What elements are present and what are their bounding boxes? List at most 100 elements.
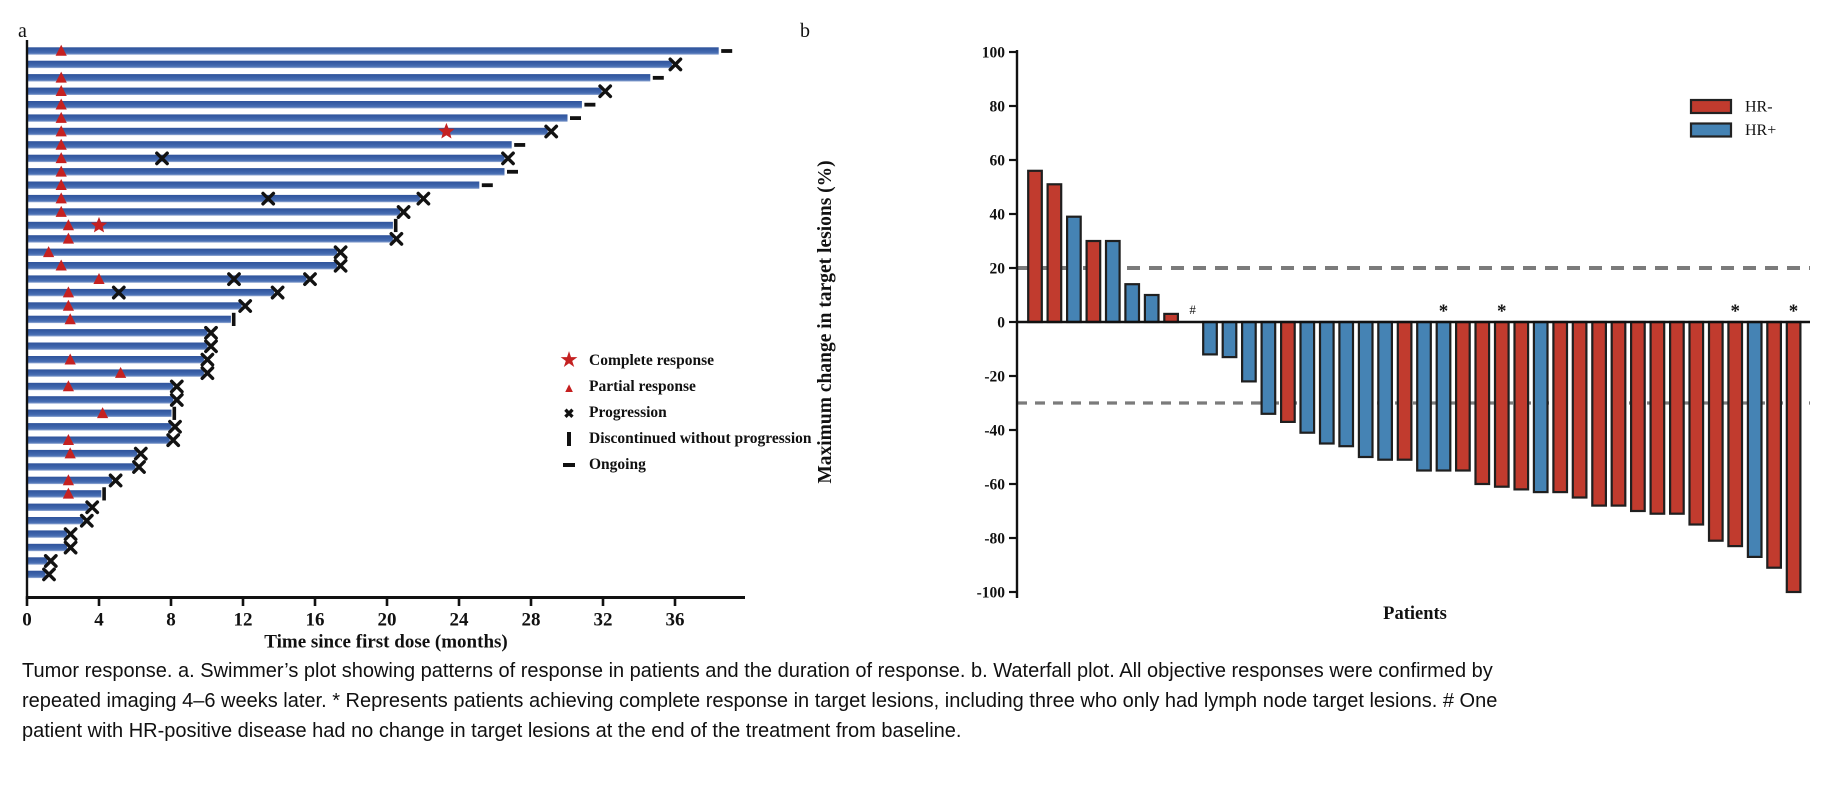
waterfall-bar [1766, 320, 1782, 569]
swimmer-bar [27, 181, 480, 189]
x-tick-label: 8 [166, 610, 176, 631]
swimmer-bar [27, 127, 548, 136]
swimmer-bar [27, 423, 172, 431]
figure-caption: Tumor response. a. Swimmer’s plot showin… [22, 660, 1498, 742]
y-tick-label: -60 [984, 477, 1005, 494]
discontinued-marker [172, 406, 177, 420]
complete-response-marker [90, 216, 108, 233]
cross-icon: ✖ [557, 407, 581, 420]
swimmer-bar [27, 208, 401, 216]
waterfall-bar [1727, 320, 1744, 548]
swimmer-bar [27, 530, 68, 538]
x-tick-label: 12 [234, 610, 253, 631]
partial-response-marker [55, 125, 67, 137]
partial-response-marker [55, 152, 67, 164]
partial-response-marker [55, 85, 67, 97]
swimmer-legend: ★ Complete response ▲ Partial response ✖ Prog… [557, 350, 812, 482]
partial-response-marker [62, 433, 74, 445]
waterfall-bar [1241, 320, 1257, 383]
y-tick-label: 100 [982, 45, 1006, 62]
progression-marker [169, 379, 184, 394]
waterfall-bar [1688, 320, 1705, 526]
swimmer-bar [27, 235, 393, 243]
progression-marker [389, 231, 404, 246]
swimmer-bar [27, 517, 84, 525]
partial-response-marker [43, 246, 55, 258]
partial-response-marker [55, 98, 67, 110]
partial-response-marker [62, 487, 74, 499]
swimmer-bar [27, 87, 602, 95]
discontinued-marker [102, 487, 106, 501]
star-glyph: ★ [560, 350, 578, 371]
progression-marker [166, 433, 181, 448]
progression-marker [544, 124, 559, 139]
progression-marker [204, 339, 218, 354]
waterfall-bar [1649, 320, 1666, 515]
legend-item: Ongoing [557, 456, 812, 474]
swimmer-bar [27, 490, 102, 498]
progression-marker [155, 151, 169, 166]
waterfall-bar [1260, 320, 1277, 415]
waterfall-bar [1104, 239, 1121, 324]
progression-marker [42, 567, 56, 582]
waterfall-bar [1707, 320, 1724, 542]
bar-icon [557, 432, 581, 446]
swimmer-bar [27, 101, 582, 109]
swimmer-bar [27, 154, 505, 163]
swimmer-bar [27, 382, 174, 391]
progression-marker [598, 84, 613, 99]
x-tick-label: 16 [306, 610, 325, 631]
waterfall-bar [1513, 320, 1530, 491]
waterfall-bar [1416, 320, 1432, 472]
progression-marker [668, 57, 683, 72]
swimmer-bar [27, 60, 672, 69]
swimmer-bar [27, 449, 138, 458]
waterfall-bar [1629, 320, 1646, 513]
swimmer-bar [27, 356, 204, 364]
progression-marker [238, 299, 253, 313]
dash-icon [557, 463, 581, 467]
waterfall-bar [1066, 215, 1082, 324]
swimmer-bar [27, 329, 208, 337]
y-tick-label: 40 [990, 207, 1006, 224]
partial-response-marker [62, 232, 74, 244]
waterfall-bar [1591, 320, 1607, 507]
partial-response-marker [62, 380, 74, 392]
partial-response-marker [55, 192, 67, 204]
progression-marker [303, 272, 317, 287]
x-tick-label: 0 [22, 610, 32, 631]
x-axis-title: Patients [1383, 604, 1447, 624]
partial-response-marker [115, 366, 127, 378]
asterisk-annotation: * [1730, 301, 1740, 322]
partial-response-marker [93, 272, 105, 284]
legend-label: Partial response [589, 378, 696, 395]
waterfall-bar [1124, 283, 1141, 324]
swimmer-bar [27, 436, 170, 444]
legend-label: Complete response [589, 352, 714, 369]
swimmer-bar [27, 194, 420, 203]
partial-response-marker [55, 71, 67, 83]
legend-item: ▲ Partial response [557, 378, 812, 396]
waterfall-bar [1085, 239, 1102, 324]
triangle-glyph: ▲ [562, 379, 576, 395]
waterfall-bar [1318, 320, 1335, 445]
x-axis-title: Time since first dose (months) [264, 632, 507, 653]
partial-response-marker [55, 259, 67, 271]
swimmer-bar [27, 288, 275, 297]
waterfall-bar [1299, 320, 1316, 434]
progression-marker [79, 513, 94, 528]
progression-marker [261, 191, 276, 206]
y-tick-label: -40 [984, 423, 1005, 440]
legend-item: Discontinued without progression [557, 430, 812, 448]
swimmer-bar [27, 570, 46, 579]
progression-marker [270, 285, 285, 300]
progression-marker [85, 500, 100, 515]
y-tick-label: 60 [990, 153, 1006, 170]
progression-marker [133, 446, 148, 461]
swimmer-bar [27, 74, 651, 82]
legend-label: HR+ [1745, 122, 1776, 139]
waterfall-bar [1143, 293, 1160, 324]
waterfall-bar [1435, 320, 1452, 472]
swimmer-bar [27, 315, 231, 324]
